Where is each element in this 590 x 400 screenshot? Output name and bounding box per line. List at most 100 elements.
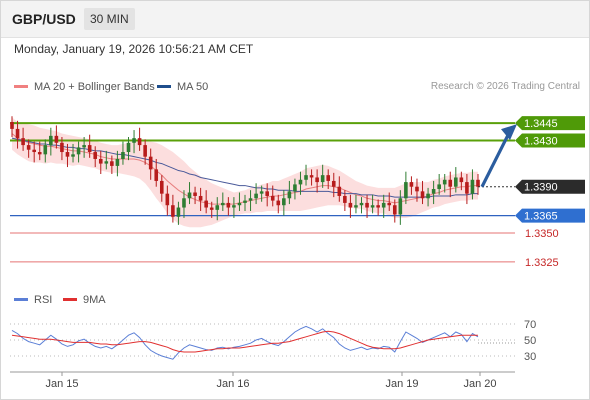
candle-body [243, 200, 247, 203]
candle-body [176, 207, 181, 217]
candle-body [442, 179, 447, 185]
level-tag-pivot [515, 208, 585, 223]
candle-body [110, 161, 114, 166]
candle-body [365, 202, 369, 208]
candle-body [315, 177, 319, 183]
candle-body [15, 128, 20, 139]
copyright-label: Research © 2026 Trading Central [430, 81, 580, 92]
level-tag-resistance [515, 116, 585, 131]
candle-body [32, 149, 36, 153]
legend-rsi-label: RSI [34, 294, 53, 306]
candle-body [98, 158, 103, 164]
candle-body [132, 138, 136, 143]
candle-body [10, 121, 14, 129]
candle-body [309, 175, 314, 178]
candle-body [193, 192, 197, 196]
time-tick-label: Jan 19 [385, 378, 418, 390]
candle-body [459, 177, 464, 183]
candle-body [476, 179, 480, 187]
candle-body [431, 189, 436, 194]
header-bar: GBP/USD 30 MIN [1, 1, 589, 38]
level-tag-resistance [515, 133, 585, 148]
candle-body [165, 193, 170, 206]
candle-body [298, 179, 303, 185]
rsi-tick-label: 70 [524, 319, 536, 331]
candle-body [254, 193, 258, 199]
time-tick-label: Jan 16 [216, 378, 249, 390]
legend-ma50: MA 50 [157, 81, 208, 93]
candle-body [259, 191, 264, 194]
candle-body [448, 179, 453, 187]
candle-body [337, 186, 342, 196]
candle-body [409, 182, 414, 187]
forecast-arrow-head [501, 124, 517, 141]
current-price-label: 1.3390 [524, 182, 558, 194]
candle-body [187, 192, 192, 199]
candle-body [293, 184, 297, 192]
candle-body [121, 152, 125, 159]
rsi-swatch [14, 297, 28, 301]
rsi-line [11, 325, 479, 360]
candle-body [398, 198, 403, 215]
candle-body [37, 152, 42, 155]
candle-body [270, 195, 275, 201]
legend-bollinger-label: MA 20 + Bollinger Bands [34, 81, 155, 93]
ma50-swatch [157, 84, 171, 88]
candle-body [287, 191, 292, 199]
candle-body [82, 145, 86, 148]
level-label-resistance: 1.3445 [524, 118, 558, 130]
candle-body [404, 182, 408, 199]
rsi-tick-label: 50 [524, 335, 536, 347]
legend-9ma-label: 9MA [83, 294, 106, 306]
candle-body [215, 205, 220, 210]
candle-body [370, 205, 375, 208]
timeframe-button[interactable]: 30 MIN [84, 8, 135, 30]
candle-body [415, 186, 419, 192]
candle-body [304, 175, 308, 180]
candle-body [137, 138, 142, 146]
candle-body [209, 207, 214, 210]
candle-body [354, 205, 358, 208]
candle-body [115, 158, 120, 166]
candle-body [154, 169, 159, 181]
rsi-tick-label: 30 [524, 351, 536, 363]
candle-body [376, 205, 380, 208]
candle-body [348, 202, 353, 208]
level-label-support: 1.3350 [525, 228, 559, 240]
candle-body [65, 152, 70, 157]
candle-body [182, 198, 186, 208]
candle-body [60, 142, 64, 153]
legend-ma50-label: MA 50 [177, 81, 209, 93]
candle-body [171, 205, 175, 217]
legend-rsi: RSI [14, 294, 52, 306]
candle-body [54, 135, 59, 143]
symbol-label: GBP/USD [12, 11, 76, 27]
candle-body [470, 179, 475, 194]
candle-body [49, 135, 53, 146]
level-label-resistance: 1.3430 [524, 135, 558, 147]
candle-body [126, 142, 131, 153]
candle-body [359, 202, 364, 206]
candle-body [420, 191, 425, 199]
candle-body [276, 200, 281, 206]
candle-body [87, 145, 92, 153]
candle-body [221, 202, 225, 206]
candle-body [143, 145, 147, 157]
rsi-9ma-line [11, 330, 478, 353]
level-label-support: 1.3325 [525, 257, 559, 269]
candle-body [232, 205, 236, 208]
legend-bollinger: MA 20 + Bollinger Bands [14, 81, 155, 93]
candle-body [387, 202, 392, 206]
candle-body [26, 145, 31, 150]
candle-body [265, 191, 269, 196]
candle-body [237, 202, 242, 206]
candle-body [198, 195, 203, 201]
candle-body [248, 198, 253, 201]
level-label-pivot: 1.3365 [524, 211, 558, 223]
candle-body [159, 180, 164, 194]
ma9-swatch [63, 297, 77, 301]
candle-body [204, 200, 208, 208]
forecast-arrow-shaft [480, 130, 512, 188]
candle-body [381, 202, 386, 208]
